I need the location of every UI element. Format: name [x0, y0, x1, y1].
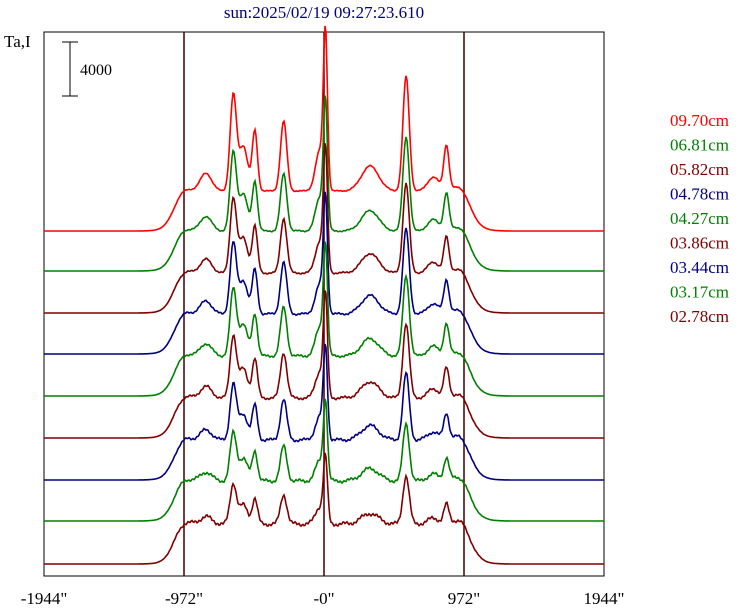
series-line	[44, 191, 604, 355]
series-line	[44, 241, 604, 397]
x-tick-label: -0"	[313, 589, 334, 608]
legend-entry: 03.44cm	[670, 258, 729, 277]
legend-entry: 06.81cm	[670, 136, 729, 155]
legend-entry: 09.70cm	[670, 111, 729, 130]
scale-bar-label: 4000	[80, 62, 112, 79]
series-line	[44, 143, 604, 314]
series-line	[44, 452, 604, 565]
x-tick-label: -972"	[165, 589, 203, 608]
legend-entry: 02.78cm	[670, 307, 729, 326]
series-line	[44, 398, 604, 522]
x-tick-label: 972"	[448, 589, 480, 608]
legend-entry: 04.27cm	[670, 209, 729, 228]
x-tick-label: -1944"	[21, 589, 68, 608]
legend-entry: 03.17cm	[670, 283, 729, 302]
series-line	[44, 25, 604, 232]
series-line	[44, 290, 604, 439]
series-line	[44, 95, 604, 272]
series-group	[44, 25, 604, 565]
y-axis-label: Ta,I	[4, 32, 31, 51]
legend-entry: 04.78cm	[670, 185, 729, 204]
legend-entry: 03.86cm	[670, 234, 729, 253]
legend-entry: 05.82cm	[670, 160, 729, 179]
series-line	[44, 343, 604, 481]
chart-title: sun:2025/02/19 09:27:23.610	[224, 3, 424, 22]
intensity-scale-bar: 4000	[62, 41, 112, 97]
legend: 09.70cm 06.81cm 05.82cm 04.78cm 04.27cm 03.86…	[670, 111, 729, 326]
x-tick-label: 1944"	[584, 589, 625, 608]
x-tick-labels: -1944" -972" -0" 972" 1944"	[21, 589, 625, 608]
